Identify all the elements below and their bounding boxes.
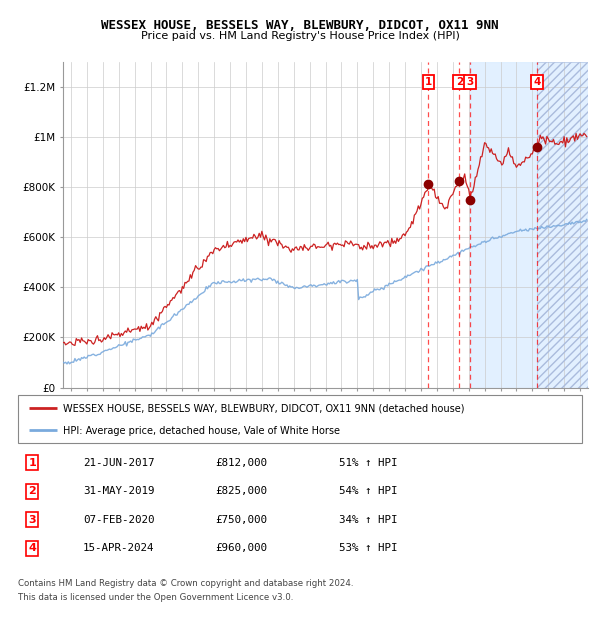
- Text: WESSEX HOUSE, BESSELS WAY, BLEWBURY, DIDCOT, OX11 9NN (detached house): WESSEX HOUSE, BESSELS WAY, BLEWBURY, DID…: [63, 404, 464, 414]
- Text: 15-APR-2024: 15-APR-2024: [83, 543, 154, 553]
- Text: £960,000: £960,000: [215, 543, 268, 553]
- Text: 07-FEB-2020: 07-FEB-2020: [83, 515, 154, 525]
- Text: £750,000: £750,000: [215, 515, 268, 525]
- Text: 31-MAY-2019: 31-MAY-2019: [83, 486, 154, 496]
- Text: Contains HM Land Registry data © Crown copyright and database right 2024.: Contains HM Land Registry data © Crown c…: [18, 579, 353, 588]
- Text: £812,000: £812,000: [215, 458, 268, 467]
- Text: 2: 2: [28, 486, 36, 496]
- Text: 1: 1: [28, 458, 36, 467]
- Text: 4: 4: [533, 77, 541, 87]
- Text: WESSEX HOUSE, BESSELS WAY, BLEWBURY, DIDCOT, OX11 9NN: WESSEX HOUSE, BESSELS WAY, BLEWBURY, DID…: [101, 19, 499, 32]
- Text: 2: 2: [455, 77, 463, 87]
- Text: £825,000: £825,000: [215, 486, 268, 496]
- Text: 34% ↑ HPI: 34% ↑ HPI: [340, 515, 398, 525]
- Text: 1: 1: [425, 77, 432, 87]
- Bar: [537, 62, 588, 388]
- Text: 21-JUN-2017: 21-JUN-2017: [83, 458, 154, 467]
- Text: 3: 3: [28, 515, 36, 525]
- Text: 3: 3: [467, 77, 474, 87]
- Text: HPI: Average price, detached house, Vale of White Horse: HPI: Average price, detached house, Vale…: [63, 426, 340, 436]
- Text: 54% ↑ HPI: 54% ↑ HPI: [340, 486, 398, 496]
- Text: 4: 4: [28, 543, 36, 553]
- Text: 51% ↑ HPI: 51% ↑ HPI: [340, 458, 398, 467]
- Text: This data is licensed under the Open Government Licence v3.0.: This data is licensed under the Open Gov…: [18, 593, 293, 602]
- Text: 53% ↑ HPI: 53% ↑ HPI: [340, 543, 398, 553]
- Text: Price paid vs. HM Land Registry's House Price Index (HPI): Price paid vs. HM Land Registry's House …: [140, 31, 460, 41]
- Bar: [470, 62, 588, 388]
